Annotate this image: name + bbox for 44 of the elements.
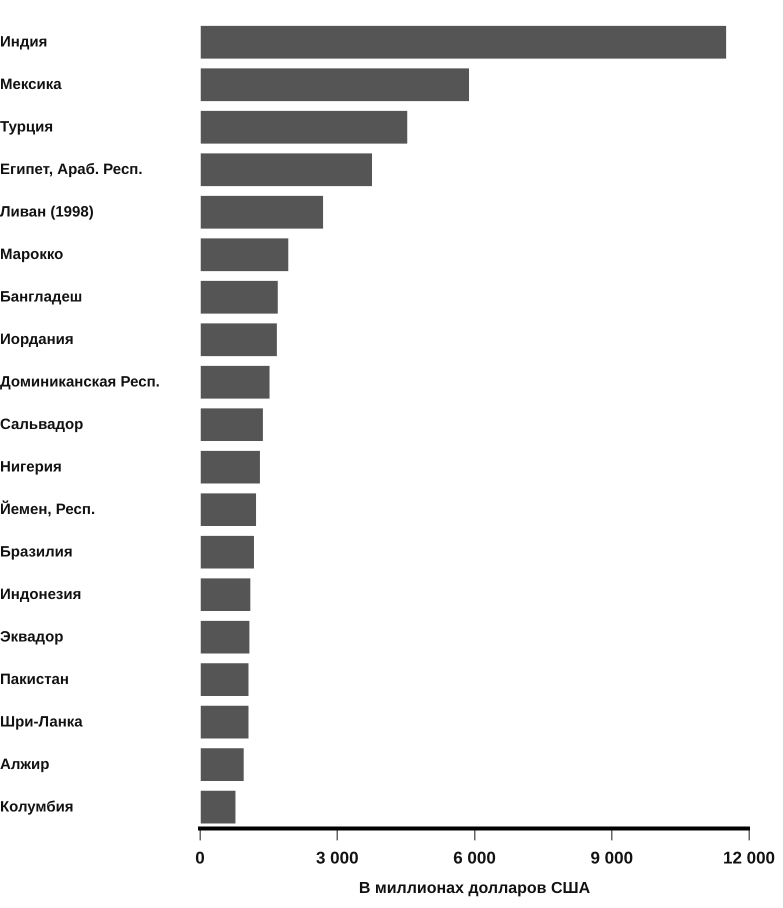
bar [200,280,278,314]
y-tick-label: Йемен, Респ. [0,500,96,518]
y-tick-label: Индонезия [0,586,82,603]
y-tick-label: Марокко [0,246,64,263]
x-tick-label: 9 000 [590,848,634,868]
bar [200,663,248,696]
y-tick-label: Сальвадор [0,416,84,433]
y-tick-label: Турция [0,118,54,136]
bar [200,408,263,442]
y-tick-label: Колумбия [0,798,74,816]
bar [200,238,288,272]
y-tick-label: Эквадор [0,628,64,646]
bar [200,620,250,654]
bar [200,323,277,356]
y-tick-label: Индия [0,33,48,50]
bar [200,26,726,59]
y-tick-label: Доминиканская Респ. [0,373,160,390]
bar [200,110,408,144]
bar [200,536,254,569]
x-tick-label: 6 000 [453,848,496,868]
bar [200,68,470,102]
bar [200,366,270,399]
bar [200,706,248,739]
bar [200,790,236,824]
bar [200,196,324,229]
y-tick-label: Ливан (1998) [0,203,94,220]
bar [200,578,250,612]
y-tick-label: Иордания [0,330,74,348]
x-tick-label: 12 000 [723,848,775,868]
y-tick-label: Бангладеш [0,288,82,306]
y-tick-label: Мексика [0,76,62,93]
y-tick-label: Шри-Ланка [0,713,84,730]
bar [200,153,372,186]
y-tick-label: Египет, Араб. Респ. [0,160,143,178]
y-tick-label: Нигерия [0,458,62,476]
y-tick-label: Алжир [0,756,50,773]
x-tick-label: 3 000 [316,848,359,868]
x-axis-title: В миллионах долларов США [358,880,591,897]
bar [200,493,256,526]
bar [200,450,260,484]
bar [200,748,244,782]
y-tick-label: Пакистан [0,670,69,688]
x-tick-label: 0 [195,848,205,868]
y-tick-label: Бразилия [0,543,73,560]
